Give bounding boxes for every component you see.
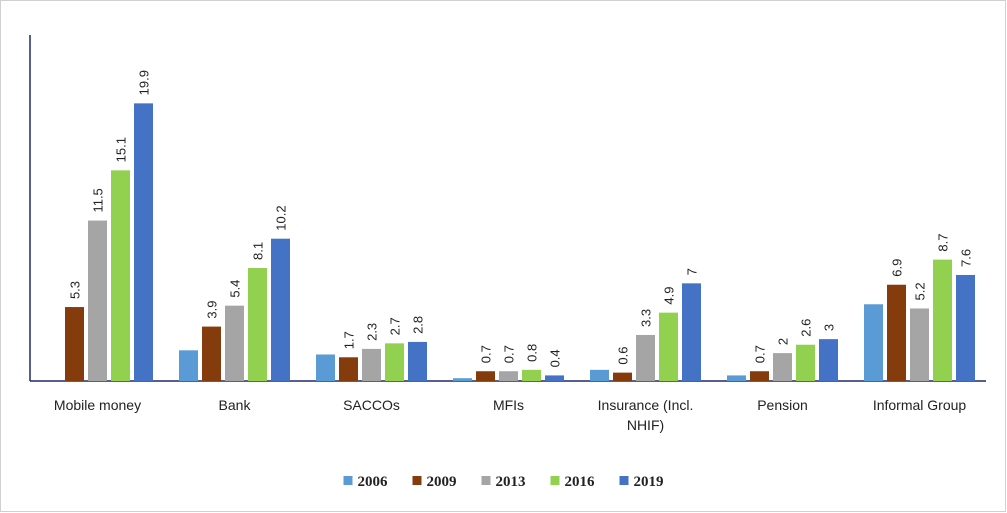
x-tick-label: Mobile money [54,397,141,413]
data-label: 0.7 [753,345,768,363]
x-tick-label: Insurance (Incl. NHIF) [598,397,694,433]
bar [590,369,609,381]
data-label: 3 [822,324,837,331]
data-label: 2.7 [388,317,403,335]
data-label: 8.7 [936,234,951,252]
bar [339,357,358,381]
bar [476,371,495,381]
bar [134,103,153,381]
bar [271,238,290,381]
bar [819,339,838,381]
data-label: 1.7 [342,331,357,349]
legend-label: 2016 [565,474,596,490]
legend-label: 2006 [358,474,389,490]
x-tick-label: Pension [757,397,808,413]
bar [499,371,518,381]
data-label: 0.8 [525,344,540,362]
data-label: 7.6 [959,249,974,267]
data-label: 0.6 [616,347,631,365]
bar [933,259,952,381]
bar [750,371,769,381]
data-label: 7 [685,268,700,275]
data-label: 6.9 [890,259,905,277]
data-label: 5.3 [68,281,83,299]
bar [248,267,267,381]
data-label: 5.2 [913,282,928,300]
x-tick-label: MFIs [493,397,524,413]
data-label: 8.1 [251,242,266,260]
bar [910,308,929,381]
legend-swatch [481,476,491,485]
legend-label: 2009 [427,474,457,490]
bar [65,307,84,381]
legend-swatch [550,476,560,485]
bar [316,354,335,381]
data-label: 11.5 [91,188,106,212]
data-label: 0.4 [548,349,563,367]
bar [545,375,564,381]
bar [111,170,130,381]
data-label: 5.4 [228,280,243,298]
bar [88,220,107,381]
data-label: 0.7 [502,345,517,363]
data-label: 15.1 [114,137,129,162]
bar [179,350,198,381]
bar [202,326,221,381]
data-label: 2.3 [365,323,380,341]
bar [522,369,541,381]
bar [727,375,746,381]
bar [682,283,701,381]
legend-label: 2019 [634,474,664,490]
legend-swatch [412,476,422,485]
bar [362,348,381,381]
x-tick-label: SACCOs [343,397,400,413]
data-label: 10.2 [274,205,289,230]
bar [636,334,655,381]
bar [887,284,906,381]
x-tick-label: Informal Group [873,397,967,413]
bar [659,312,678,381]
legend-swatch [619,476,629,485]
data-label: 3.3 [639,309,654,327]
bar [408,341,427,381]
data-label: 2 [776,338,791,345]
data-label: 3.9 [205,301,220,319]
data-label: 0.7 [479,345,494,363]
bar [773,353,792,381]
data-label: 2.6 [799,319,814,337]
legend-swatch [343,476,353,485]
data-label: 2.8 [411,316,426,334]
bar [385,343,404,381]
legend-label: 2013 [496,474,526,490]
legend: 2006 2009 2013 2016 2019 [343,474,664,490]
bar [613,372,632,381]
data-label: 19.9 [137,70,152,95]
bar [453,378,472,381]
bar [864,304,883,381]
bar [796,344,815,381]
bar [225,305,244,381]
bar [956,274,975,381]
data-label: 4.9 [662,287,677,305]
x-tick-label: Bank [219,397,252,413]
